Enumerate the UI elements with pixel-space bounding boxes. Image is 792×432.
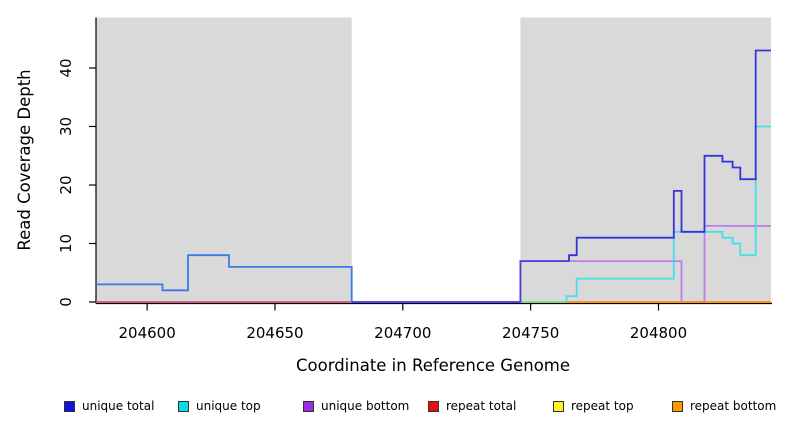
shaded-region (520, 17, 771, 304)
x-tick-label: 204700 (374, 324, 431, 342)
y-axis-title: Read Coverage Depth (15, 69, 34, 250)
x-tick-label: 204750 (502, 324, 559, 342)
tick-labels: 204600 204650 204700 204750 204800 0 10 20 30 40 (57, 58, 687, 342)
x-tick-label: 204800 (630, 324, 687, 342)
unique-total-right (568, 49, 771, 262)
x-axis-title: Coordinate in Reference Genome (296, 356, 570, 375)
unique-total-left-blend (96, 254, 353, 302)
y-tick-label: 10 (57, 234, 75, 253)
unique-total-mid-blend (351, 260, 569, 303)
axes (89, 17, 772, 311)
highlight-regions (96, 17, 771, 304)
unique-top-line (565, 125, 771, 302)
x-tick-label: 204650 (246, 324, 303, 342)
coverage-lines (96, 49, 771, 303)
shaded-region (96, 17, 352, 304)
y-tick-label: 0 (57, 297, 75, 307)
y-tick-label: 40 (57, 58, 75, 77)
y-tick-label: 20 (57, 175, 75, 194)
y-tick-label: 30 (57, 117, 75, 136)
x-tick-label: 204600 (119, 324, 176, 342)
